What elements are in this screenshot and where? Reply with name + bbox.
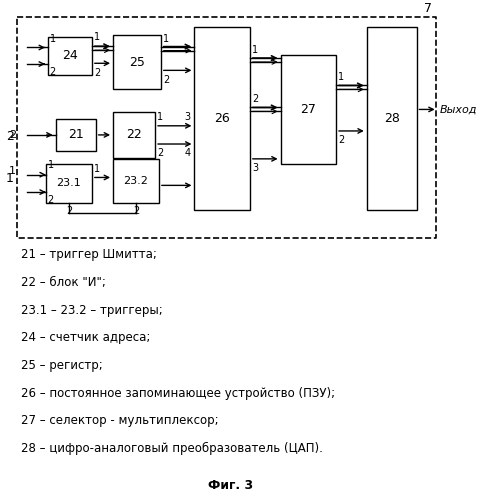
Text: 2: 2 xyxy=(9,130,16,140)
Bar xyxy=(280,55,336,164)
Text: 3: 3 xyxy=(184,112,190,122)
Text: 1: 1 xyxy=(48,160,54,170)
Text: 2: 2 xyxy=(337,135,344,145)
Text: 2: 2 xyxy=(6,130,13,143)
Text: 27: 27 xyxy=(300,102,315,116)
Text: 4: 4 xyxy=(184,148,190,158)
Bar xyxy=(113,35,160,90)
Text: 1: 1 xyxy=(162,34,168,43)
Text: 26 – постоянное запоминающее устройство (ПЗУ);: 26 – постоянное запоминающее устройство … xyxy=(21,386,335,400)
Text: 25: 25 xyxy=(129,56,144,68)
Text: 28 – цифро-аналоговый преобразователь (ЦАП).: 28 – цифро-аналоговый преобразователь (Ц… xyxy=(21,442,322,455)
Bar xyxy=(366,27,416,210)
Text: 1: 1 xyxy=(49,34,56,43)
Text: 27 – селектор - мультиплексор;: 27 – селектор - мультиплексор; xyxy=(21,414,218,428)
Text: 1: 1 xyxy=(94,164,100,174)
Text: 1: 1 xyxy=(9,166,16,175)
Bar xyxy=(113,112,155,158)
Text: 2: 2 xyxy=(132,206,139,216)
Text: 24: 24 xyxy=(62,50,78,62)
Bar xyxy=(194,27,250,210)
Text: 1: 1 xyxy=(94,32,100,42)
Text: 1: 1 xyxy=(156,112,163,122)
Text: 2: 2 xyxy=(66,206,72,216)
Bar xyxy=(55,119,96,150)
Text: 24 – счетчик адреса;: 24 – счетчик адреса; xyxy=(21,331,150,344)
Text: 2: 2 xyxy=(48,195,54,205)
Bar xyxy=(48,37,92,74)
Text: 2: 2 xyxy=(156,148,163,158)
Text: 26: 26 xyxy=(214,112,229,125)
Text: 1: 1 xyxy=(252,45,257,55)
Text: 2: 2 xyxy=(162,76,168,86)
Text: 21 – триггер Шмитта;: 21 – триггер Шмитта; xyxy=(21,248,156,261)
Text: 7: 7 xyxy=(423,2,431,15)
Text: 3: 3 xyxy=(252,163,257,173)
Text: 23.2: 23.2 xyxy=(123,176,148,186)
Text: 23.1: 23.1 xyxy=(57,178,81,188)
Text: Фиг. 3: Фиг. 3 xyxy=(208,478,253,492)
Bar xyxy=(46,164,92,203)
Text: Выход: Выход xyxy=(439,104,476,115)
Text: 2: 2 xyxy=(94,68,100,78)
Text: 2: 2 xyxy=(49,67,56,77)
Text: 22: 22 xyxy=(126,128,142,141)
Text: 23.1 – 23.2 – триггеры;: 23.1 – 23.2 – триггеры; xyxy=(21,304,162,316)
Text: 1: 1 xyxy=(6,172,13,185)
Bar xyxy=(113,158,158,203)
Text: 25 – регистр;: 25 – регистр; xyxy=(21,359,103,372)
Text: 21: 21 xyxy=(68,128,84,141)
Text: 2: 2 xyxy=(252,94,258,104)
Text: 28: 28 xyxy=(383,112,399,125)
Text: 22 – блок "И";: 22 – блок "И"; xyxy=(21,276,106,289)
Text: 1: 1 xyxy=(337,72,343,83)
